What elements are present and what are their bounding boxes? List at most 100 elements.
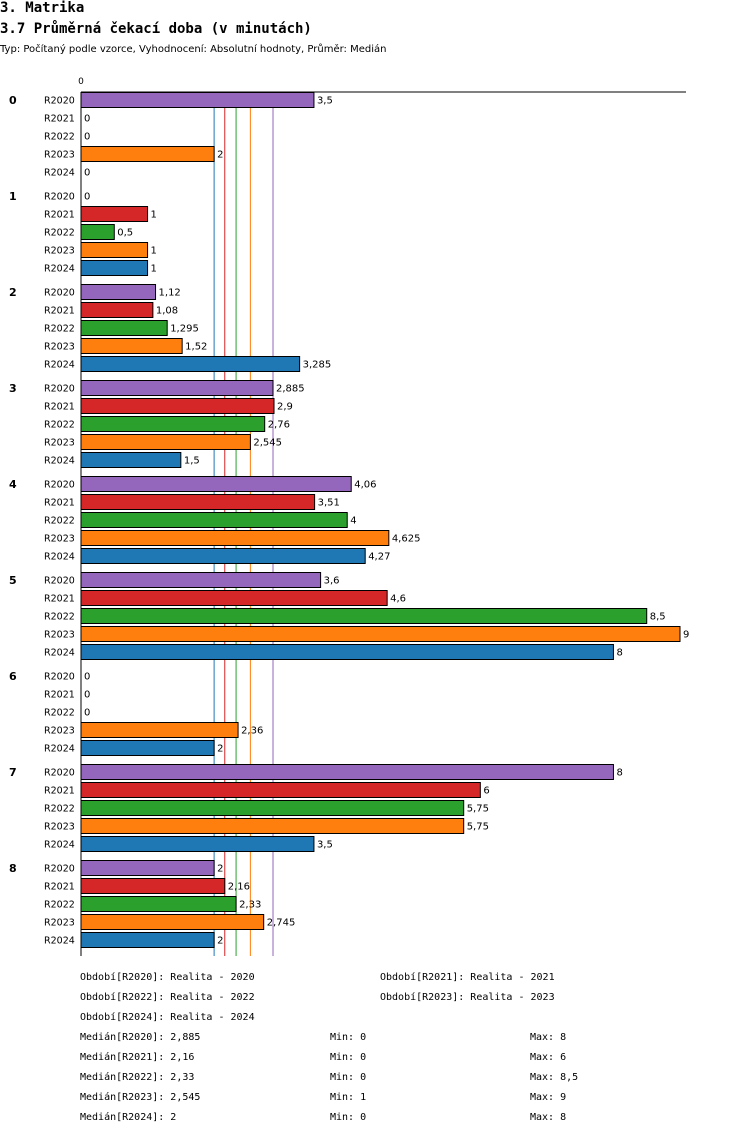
data-label: 2,9 [277,402,293,413]
bar-r2024-group-7 [80,836,315,852]
series-tick-label: R2023 [44,918,75,929]
data-label: 4,06 [354,480,376,491]
group-label: 7 [9,766,17,779]
bar-r2020-group-4 [80,476,352,492]
data-label: 1,295 [170,324,199,335]
series-tick-label: R2024 [44,840,75,851]
bar-r2024-group-6 [80,740,215,756]
x-tick-label: 0 [78,77,84,87]
data-label: 4 [350,516,356,527]
series-tick-label: R2022 [44,228,75,239]
stat-max-r2022: Max: 8,5 [530,1072,579,1083]
bar-r2022-group-5 [80,608,648,624]
data-label: 3,285 [303,360,332,371]
data-label: 3,5 [317,96,333,107]
bar-r2022-group-2 [80,320,168,336]
bar-r2024-group-3 [80,452,182,468]
data-label: 2 [217,864,223,875]
series-tick-label: R2024 [44,264,75,275]
bar-r2023-group-1 [80,242,149,258]
bar-r2024-group-2 [80,356,301,372]
series-tick-label: R2023 [44,726,75,737]
series-tick-label: R2022 [44,132,75,143]
bar-r2021-group-1 [80,206,149,222]
data-label: 1,5 [184,456,200,467]
series-tick-label: R2020 [44,192,75,203]
series-tick-label: R2022 [44,324,75,335]
bar-r2021-group-5 [80,590,388,606]
series-tick-label: R2023 [44,534,75,545]
bar-r2024-group-5 [80,644,614,660]
stat-median-r2020: Medián[R2020]: 2,885 [80,1032,201,1043]
group-label: 5 [9,574,17,587]
group-label: 3 [9,382,17,395]
data-label: 8,5 [650,612,666,623]
series-tick-label: R2022 [44,804,75,815]
stat-median-r2023: Medián[R2023]: 2,545 [80,1092,201,1103]
bar-r2023-group-6 [80,722,239,738]
bar-r2023-group-3 [80,434,251,450]
data-label: 0,5 [117,228,133,239]
group-label: 0 [9,94,17,107]
stat-max-r2020: Max: 8 [530,1032,567,1043]
group-label: 6 [9,670,17,683]
data-label: 9 [683,630,689,641]
data-label: 2 [217,150,223,161]
legend-period-r2020: Období[R2020]: Realita - 2020 [80,972,255,983]
bar-r2021-group-3 [80,398,275,414]
stat-max-r2021: Max: 6 [530,1052,567,1063]
bar-r2020-group-0 [80,92,315,108]
data-label: 4,27 [368,552,390,563]
data-label: 8 [616,648,622,659]
legend-period-r2022: Období[R2022]: Realita - 2022 [80,992,255,1003]
series-tick-label: R2024 [44,648,75,659]
data-label: 4,625 [392,534,421,545]
series-tick-label: R2020 [44,864,75,875]
data-label: 3,51 [318,498,340,509]
data-label: 3,5 [317,840,333,851]
series-tick-label: R2023 [44,150,75,161]
series-tick-label: R2023 [44,438,75,449]
data-label: 1,52 [185,342,207,353]
series-tick-label: R2020 [44,672,75,683]
data-label: 2 [217,744,223,755]
data-label: 2,33 [239,900,261,911]
bar-r2020-group-7 [80,764,614,780]
data-label: 3,6 [324,576,340,587]
group-label: 2 [9,286,17,299]
series-tick-label: R2023 [44,822,75,833]
series-tick-label: R2024 [44,744,75,755]
series-tick-label: R2021 [44,882,75,893]
bar-r2024-group-8 [80,932,215,948]
bar-r2020-group-8 [80,860,215,876]
data-label: 2,545 [253,438,282,449]
bar-r2022-group-1 [80,224,115,240]
data-label: 1,12 [159,288,181,299]
data-label: 6 [483,786,489,797]
bar-r2023-group-5 [80,626,681,642]
bar-r2024-group-4 [80,548,366,564]
series-tick-label: R2020 [44,96,75,107]
section-heading: 3. Matrika [0,0,85,16]
stat-min-r2022: Min: 0 [330,1072,367,1083]
group-label: 1 [9,190,17,203]
stat-min-r2021: Min: 0 [330,1052,367,1063]
series-tick-label: R2022 [44,708,75,719]
data-label: 2,885 [276,384,305,395]
series-tick-label: R2021 [44,210,75,221]
stat-min-r2023: Min: 1 [330,1092,367,1103]
data-label: 0 [84,132,90,143]
bar-r2022-group-4 [80,512,348,528]
bar-r2022-group-7 [80,800,465,816]
data-label: 2,16 [228,882,250,893]
bar-r2020-group-5 [80,572,322,588]
data-label: 0 [84,168,90,179]
series-tick-label: R2023 [44,630,75,641]
chart-title: 3.7 Průměrná čekací doba (v minutách) [0,21,312,37]
stat-max-r2023: Max: 9 [530,1092,567,1103]
bar-r2022-group-3 [80,416,266,432]
series-tick-label: R2021 [44,402,75,413]
bar-r2021-group-8 [80,878,226,894]
data-label: 5,75 [467,804,489,815]
